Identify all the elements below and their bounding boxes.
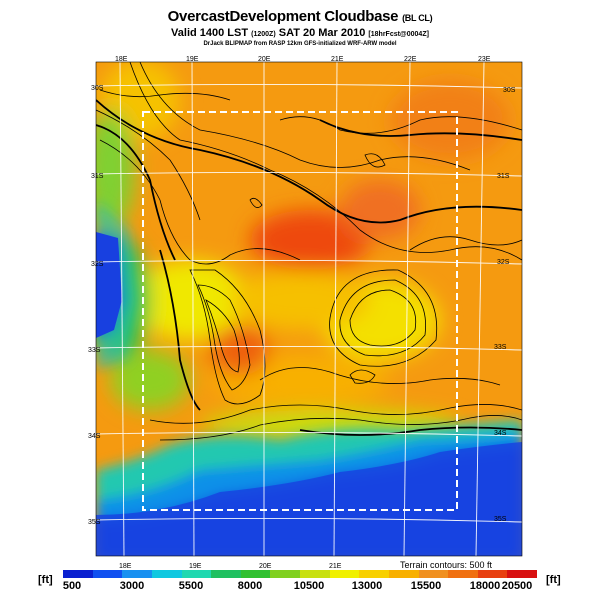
colorbar-tick: 10500: [293, 580, 325, 592]
colorbar-swatch: [300, 570, 330, 578]
lon-label-bottom: 18E: [119, 563, 132, 570]
colorbar-tick: 3000: [119, 580, 145, 592]
colorbar-swatch: [181, 570, 212, 578]
colorbar-tick: 5500: [178, 580, 204, 592]
lon-label-bottom: 21E: [329, 563, 342, 570]
lat-label-right: 31S: [497, 173, 510, 180]
colorbar-swatch: [151, 570, 182, 578]
lon-label-top: 23E: [478, 56, 491, 63]
colorbar-swatch: [63, 570, 93, 578]
colorbar-tick: 18000: [469, 580, 501, 592]
lon-labels: 18E 19E 20E 21E 22E 23E 18E 19E 20E 21E: [115, 56, 491, 570]
colorbar-swatch: [92, 570, 123, 578]
lat-label-right: 30S: [503, 87, 516, 94]
lon-label-top: 21E: [331, 56, 344, 63]
map-field: [96, 62, 522, 556]
colorbar-swatch: [388, 570, 419, 578]
colorbar-swatch: [418, 570, 449, 578]
page-title: OvercastDevelopment Cloudbase (BL CL): [0, 8, 600, 25]
lat-label-left: 33S: [88, 347, 101, 354]
lat-label-left: 30S: [91, 85, 104, 92]
title-main: OvercastDevelopment Cloudbase: [167, 8, 399, 25]
lon-label-top: 18E: [115, 56, 128, 63]
lon-label-bottom: 19E: [189, 563, 202, 570]
lon-label-top: 19E: [186, 56, 199, 63]
colorbar-swatch: [359, 570, 389, 578]
lat-label-right: 32S: [497, 259, 510, 266]
colorbar-swatch: [240, 570, 271, 578]
colorbar-unit-left: [ft]: [38, 574, 53, 586]
colorbar-swatch: [122, 570, 152, 578]
valid-suffix: [18hrFcst@0004Z]: [368, 31, 429, 38]
colorbar-swatch: [507, 570, 537, 578]
colorbar-unit-right: [ft]: [546, 574, 561, 586]
colorbar-tick: 500: [62, 580, 82, 592]
lat-label-right: 33S: [494, 344, 507, 351]
valid-date: SAT 20 Mar 2010: [278, 27, 366, 39]
lat-label-right: 34S: [494, 430, 507, 437]
valid-prefix: Valid 1400 LST: [171, 27, 249, 39]
subdomain-box: [142, 111, 458, 511]
title-suffix: (BL CL): [402, 13, 433, 23]
valid-zulu: (1200Z): [251, 31, 276, 38]
colorbar-tick: 8000: [237, 580, 263, 592]
lat-label-left: 34S: [88, 433, 101, 440]
colorbar-swatch: [270, 570, 300, 578]
lat-label-left: 35S: [88, 519, 101, 526]
colorbar-tick: 13000: [351, 580, 383, 592]
terrain-note: Terrain contours: 500 ft: [400, 560, 493, 570]
lat-labels: 30S 31S 32S 33S 34S 35S 30S 31S 32S 33S …: [88, 85, 516, 526]
colorbar-swatch: [448, 570, 478, 578]
colorbar: [63, 570, 537, 578]
colorbar-swatch: [211, 570, 241, 578]
lon-label-bottom: 20E: [259, 563, 272, 570]
lon-label-top: 22E: [404, 56, 417, 63]
colorbar-tick: 15500: [410, 580, 442, 592]
colorbar-tick: 20500: [501, 580, 533, 592]
model-credit: DrJack BLIPMAP from RASP 12km GFS-initia…: [203, 41, 397, 47]
colorbar-swatch: [477, 570, 508, 578]
colorbar-swatch: [329, 570, 360, 578]
lat-label-left: 31S: [91, 173, 104, 180]
lat-label-left: 32S: [91, 261, 104, 268]
lon-label-top: 20E: [258, 56, 271, 63]
valid-line: Valid 1400 LST (1200Z) SAT 20 Mar 2010 […: [0, 27, 600, 39]
lat-label-right: 35S: [494, 516, 507, 523]
